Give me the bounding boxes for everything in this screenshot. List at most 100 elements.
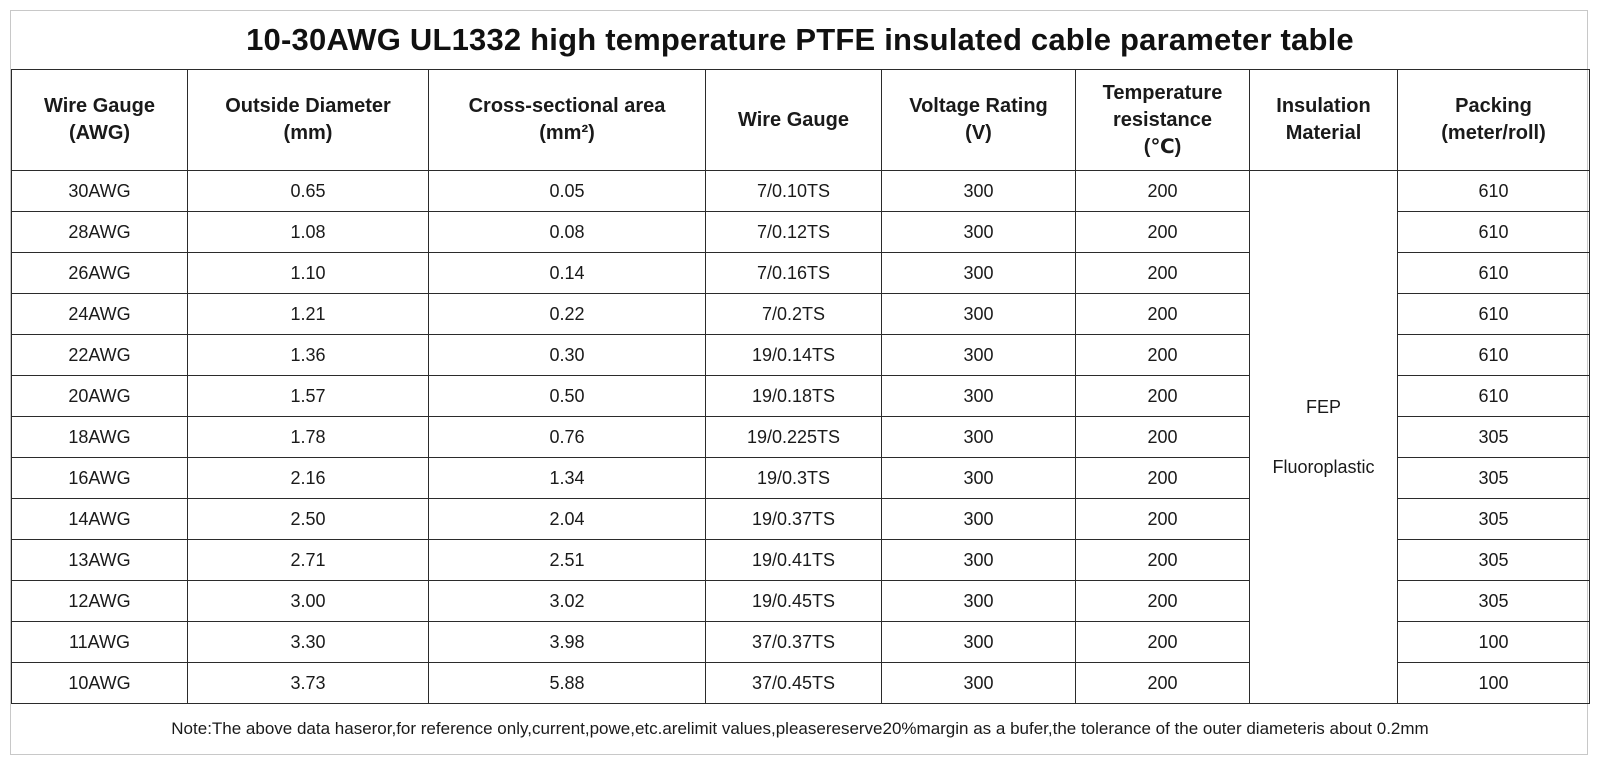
- cell-cross-sectional-area: 2.04: [428, 498, 706, 540]
- cell-wire-gauge-strand: 19/0.45TS: [705, 580, 882, 622]
- cell-voltage-rating: 300: [881, 498, 1076, 540]
- header-row: Wire Gauge (AWG) Outside Diameter (mm) Cross…: [11, 69, 1590, 171]
- cell-wire-gauge-awg: 22AWG: [11, 334, 188, 376]
- cell-cross-sectional-area: 0.08: [428, 211, 706, 253]
- cell-voltage-rating: 300: [881, 252, 1076, 294]
- cell-wire-gauge-awg: 14AWG: [11, 498, 188, 540]
- header-line: Cross-sectional area: [468, 95, 666, 117]
- table-body: 30AWG 0.65 0.05 7/0.10TS 300 200 FEP Fluoroplas…: [11, 170, 1590, 704]
- cell-packing: 610: [1397, 170, 1590, 212]
- header-packing: Packing (meter/roll): [1397, 69, 1590, 171]
- header-line: Temperature: [1102, 81, 1223, 104]
- cell-packing: 610: [1397, 334, 1590, 376]
- cell-wire-gauge-awg: 11AWG: [11, 621, 188, 663]
- cell-temperature-resistance: 200: [1075, 498, 1250, 540]
- header-wire-gauge-awg: Wire Gauge (AWG): [11, 69, 188, 171]
- cell-voltage-rating: 300: [881, 580, 1076, 622]
- parameter-sheet: 10-30AWG UL1332 high temperature PTFE in…: [10, 10, 1590, 755]
- cell-temperature-resistance: 200: [1075, 293, 1250, 335]
- cell-voltage-rating: 300: [881, 416, 1076, 458]
- cell-cross-sectional-area: 3.98: [428, 621, 706, 663]
- cell-wire-gauge-awg: 24AWG: [11, 293, 188, 335]
- cell-wire-gauge-awg: 30AWG: [11, 170, 188, 212]
- cell-wire-gauge-awg: 18AWG: [11, 416, 188, 458]
- cell-temperature-resistance: 200: [1075, 170, 1250, 212]
- cell-wire-gauge-awg: 16AWG: [11, 457, 188, 499]
- header-line: (mm²): [539, 122, 595, 144]
- table-row: 10AWG 3.73 5.88 37/0.45TS 300 200 100: [11, 662, 1590, 704]
- cell-temperature-resistance: 200: [1075, 252, 1250, 294]
- cell-wire-gauge-strand: 7/0.16TS: [705, 252, 882, 294]
- cell-voltage-rating: 300: [881, 170, 1076, 212]
- cell-cross-sectional-area: 0.05: [428, 170, 706, 212]
- cell-packing: 305: [1397, 498, 1590, 540]
- header-line: resistance: [1113, 108, 1212, 131]
- cell-wire-gauge-strand: 19/0.37TS: [705, 498, 882, 540]
- table-row: 11AWG 3.30 3.98 37/0.37TS 300 200 100: [11, 621, 1590, 663]
- table-row: 18AWG 1.78 0.76 19/0.225TS 300 200 305: [11, 416, 1590, 458]
- table-row: 24AWG 1.21 0.22 7/0.2TS 300 200 610: [11, 293, 1590, 335]
- cell-wire-gauge-strand: 37/0.37TS: [705, 621, 882, 663]
- header-wire-gauge-strand: Wire Gauge: [705, 69, 882, 171]
- cell-outside-diameter: 1.10: [187, 252, 429, 294]
- cell-voltage-rating: 300: [881, 662, 1076, 704]
- cell-wire-gauge-strand: 19/0.3TS: [705, 457, 882, 499]
- table-row: 26AWG 1.10 0.14 7/0.16TS 300 200 610: [11, 252, 1590, 294]
- cell-temperature-resistance: 200: [1075, 457, 1250, 499]
- cell-outside-diameter: 2.50: [187, 498, 429, 540]
- cell-outside-diameter: 1.08: [187, 211, 429, 253]
- insulation-line-1: FEP: [1305, 397, 1341, 417]
- cell-packing: 610: [1397, 293, 1590, 335]
- page-title: 10-30AWG UL1332 high temperature PTFE in…: [246, 22, 1354, 57]
- cell-wire-gauge-awg: 12AWG: [11, 580, 188, 622]
- cell-temperature-resistance: 200: [1075, 621, 1250, 663]
- table-row: 28AWG 1.08 0.08 7/0.12TS 300 200 610: [11, 211, 1590, 253]
- insulation-spacer: [1251, 422, 1397, 452]
- cell-insulation-material: FEP Fluoroplastic: [1249, 170, 1398, 704]
- header-voltage-rating: Voltage Rating (V): [881, 69, 1076, 171]
- cell-outside-diameter: 1.36: [187, 334, 429, 376]
- header-insulation-material: Insulation Material: [1249, 69, 1398, 171]
- cell-temperature-resistance: 200: [1075, 334, 1250, 376]
- cell-packing: 305: [1397, 539, 1590, 581]
- cell-voltage-rating: 300: [881, 621, 1076, 663]
- cell-outside-diameter: 3.00: [187, 580, 429, 622]
- cell-packing: 610: [1397, 211, 1590, 253]
- cell-packing: 610: [1397, 252, 1590, 294]
- cell-packing: 305: [1397, 457, 1590, 499]
- cell-wire-gauge-awg: 10AWG: [11, 662, 188, 704]
- cell-voltage-rating: 300: [881, 293, 1076, 335]
- cell-temperature-resistance: 200: [1075, 580, 1250, 622]
- cell-wire-gauge-strand: 19/0.225TS: [705, 416, 882, 458]
- header-line: Insulation: [1276, 95, 1371, 117]
- cell-cross-sectional-area: 0.76: [428, 416, 706, 458]
- cell-packing: 305: [1397, 416, 1590, 458]
- cell-outside-diameter: 2.16: [187, 457, 429, 499]
- cell-outside-diameter: 2.71: [187, 539, 429, 581]
- cell-wire-gauge-strand: 7/0.10TS: [705, 170, 882, 212]
- header-line: (AWG): [68, 122, 131, 144]
- table-row: 16AWG 2.16 1.34 19/0.3TS 300 200 305: [11, 457, 1590, 499]
- table-row: 20AWG 1.57 0.50 19/0.18TS 300 200 610: [11, 375, 1590, 417]
- cell-packing: 100: [1397, 662, 1590, 704]
- table-row: 14AWG 2.50 2.04 19/0.37TS 300 200 305: [11, 498, 1590, 540]
- cell-cross-sectional-area: 0.14: [428, 252, 706, 294]
- cell-voltage-rating: 300: [881, 334, 1076, 376]
- cell-packing: 100: [1397, 621, 1590, 663]
- cell-wire-gauge-strand: 19/0.18TS: [705, 375, 882, 417]
- header-line: Wire Gauge: [44, 95, 155, 117]
- header-line: (mm): [283, 122, 333, 144]
- cell-outside-diameter: 3.73: [187, 662, 429, 704]
- cell-wire-gauge-awg: 26AWG: [11, 252, 188, 294]
- cell-outside-diameter: 1.78: [187, 416, 429, 458]
- header-temperature-resistance: Temperature resistance (℃): [1075, 69, 1250, 171]
- table-row: 13AWG 2.71 2.51 19/0.41TS 300 200 305: [11, 539, 1590, 581]
- header-line: Voltage Rating: [909, 95, 1048, 117]
- table-row: 30AWG 0.65 0.05 7/0.10TS 300 200 FEP Fluoroplas…: [11, 170, 1590, 704]
- cell-voltage-rating: 300: [881, 211, 1076, 253]
- cell-wire-gauge-awg: 13AWG: [11, 539, 188, 581]
- cell-voltage-rating: 300: [881, 457, 1076, 499]
- header-outside-diameter: Outside Diameter (mm): [187, 69, 429, 171]
- footnote: Note:The above data haseror,for referenc…: [171, 719, 1429, 738]
- cell-cross-sectional-area: 0.50: [428, 375, 706, 417]
